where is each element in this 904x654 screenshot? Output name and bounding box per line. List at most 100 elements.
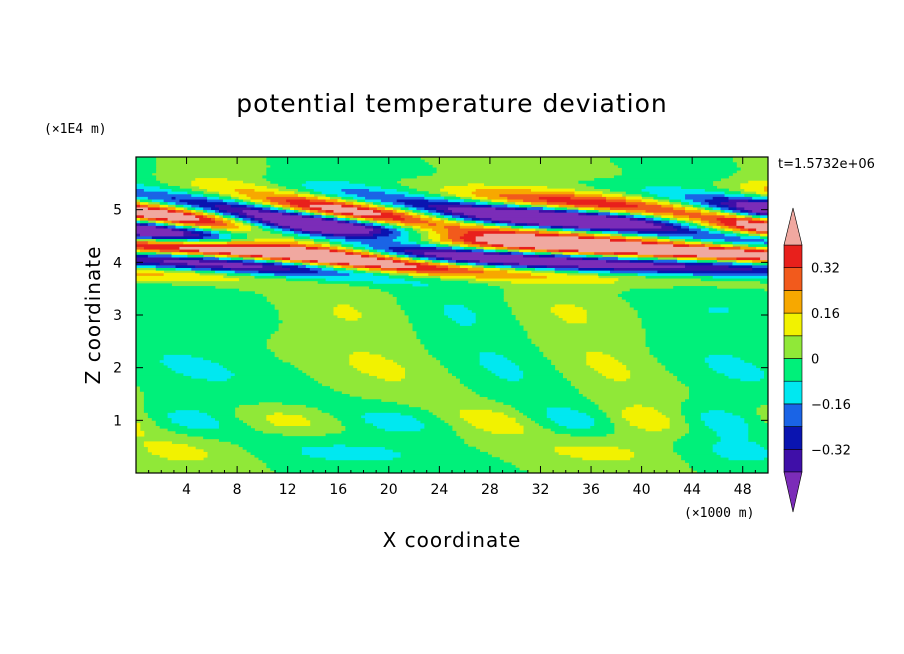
field-cell: [432, 355, 480, 358]
field-cell: [409, 207, 417, 210]
field-cell: [503, 355, 543, 358]
field-cell: [484, 220, 492, 223]
field-cell: [310, 212, 314, 215]
field-cell: [294, 207, 302, 210]
field-cell: [472, 218, 480, 221]
field-cell: [610, 160, 733, 163]
field-cell: [377, 207, 385, 210]
field-cell: [420, 215, 428, 218]
field-cell: [681, 223, 689, 226]
field-cell: [326, 218, 334, 221]
field-cell: [306, 197, 318, 200]
field-cell: [381, 265, 417, 268]
x-tick-label: 40: [633, 482, 651, 498]
field-cell: [369, 189, 397, 192]
field-cell: [409, 231, 417, 234]
field-cell: [468, 262, 476, 265]
field-cell: [266, 465, 515, 468]
field-cell: [725, 239, 765, 242]
field-cell: [677, 378, 741, 381]
time-label: t=1.5732e+06: [778, 157, 875, 172]
field-cell: [156, 420, 172, 423]
x-tick-label: 8: [233, 482, 242, 498]
field-cell: [385, 191, 409, 194]
field-cell: [164, 355, 192, 358]
field-cell: [239, 254, 251, 257]
field-cell: [689, 389, 768, 392]
field-cell: [136, 426, 140, 429]
field-cell: [266, 260, 274, 263]
field-cell: [669, 197, 685, 200]
field-cell: [515, 231, 539, 234]
field-cell: [235, 215, 239, 218]
field-cell: [369, 373, 405, 376]
x-tick-label: 48: [734, 482, 752, 498]
colorbar-tick-label: −0.16: [811, 398, 851, 413]
field-cell: [657, 360, 705, 363]
field-cell: [440, 212, 444, 215]
field-cell: [231, 215, 235, 218]
x-unit-label: (×1000 m): [684, 506, 754, 521]
field-cell: [499, 194, 574, 197]
field-cell: [622, 412, 662, 415]
field-cell: [673, 286, 717, 289]
field-cell: [211, 415, 235, 418]
field-cell: [701, 223, 709, 226]
field-cell: [685, 265, 729, 268]
field-cell: [381, 223, 389, 226]
field-cell: [243, 447, 303, 450]
field-cell: [646, 210, 686, 213]
field-cell: [247, 220, 251, 223]
field-cell: [373, 281, 421, 284]
field-cell: [440, 236, 448, 239]
field-cell: [322, 212, 326, 215]
field-cell: [452, 210, 539, 213]
field-cell: [685, 460, 768, 463]
field-cell: [345, 236, 377, 239]
field-cell: [685, 420, 705, 423]
field-cell: [251, 218, 255, 221]
field-cell: [334, 268, 346, 271]
field-cell: [444, 215, 452, 218]
field-cell: [278, 223, 353, 226]
field-cell: [326, 199, 338, 202]
field-cell: [405, 310, 445, 313]
field-cell: [736, 207, 744, 210]
field-cell: [231, 212, 239, 215]
field-cell: [484, 247, 496, 250]
field-cell: [405, 249, 457, 252]
field-cell: [183, 204, 191, 207]
field-cell: [717, 452, 769, 455]
field-cell: [523, 412, 547, 415]
field-cell: [215, 204, 231, 207]
field-cell: [626, 407, 654, 410]
field-cell: [507, 270, 531, 273]
field-cell: [156, 265, 176, 268]
field-cell: [756, 441, 768, 444]
field-cell: [349, 357, 385, 360]
field-cell: [673, 215, 689, 218]
field-cell: [602, 231, 618, 234]
field-cell: [650, 191, 725, 194]
field-cell: [337, 315, 361, 318]
field-cell: [144, 402, 259, 405]
field-cell: [642, 326, 769, 329]
field-cell: [148, 197, 172, 200]
field-cell: [191, 183, 255, 186]
field-cell: [673, 449, 713, 452]
field-cell: [215, 212, 219, 215]
field-cell: [476, 278, 619, 281]
field-cell: [693, 236, 741, 239]
field-cell: [397, 199, 429, 202]
field-cell: [594, 420, 610, 423]
field-cell: [160, 455, 208, 458]
field-cell: [681, 199, 693, 202]
field-cell: [630, 218, 638, 221]
field-cell: [290, 202, 334, 205]
field-cell: [760, 218, 768, 221]
field-cell: [638, 273, 694, 276]
field-cell: [136, 326, 279, 329]
field-cell: [334, 233, 374, 236]
field-cell: [689, 423, 705, 426]
field-cell: [507, 247, 519, 250]
